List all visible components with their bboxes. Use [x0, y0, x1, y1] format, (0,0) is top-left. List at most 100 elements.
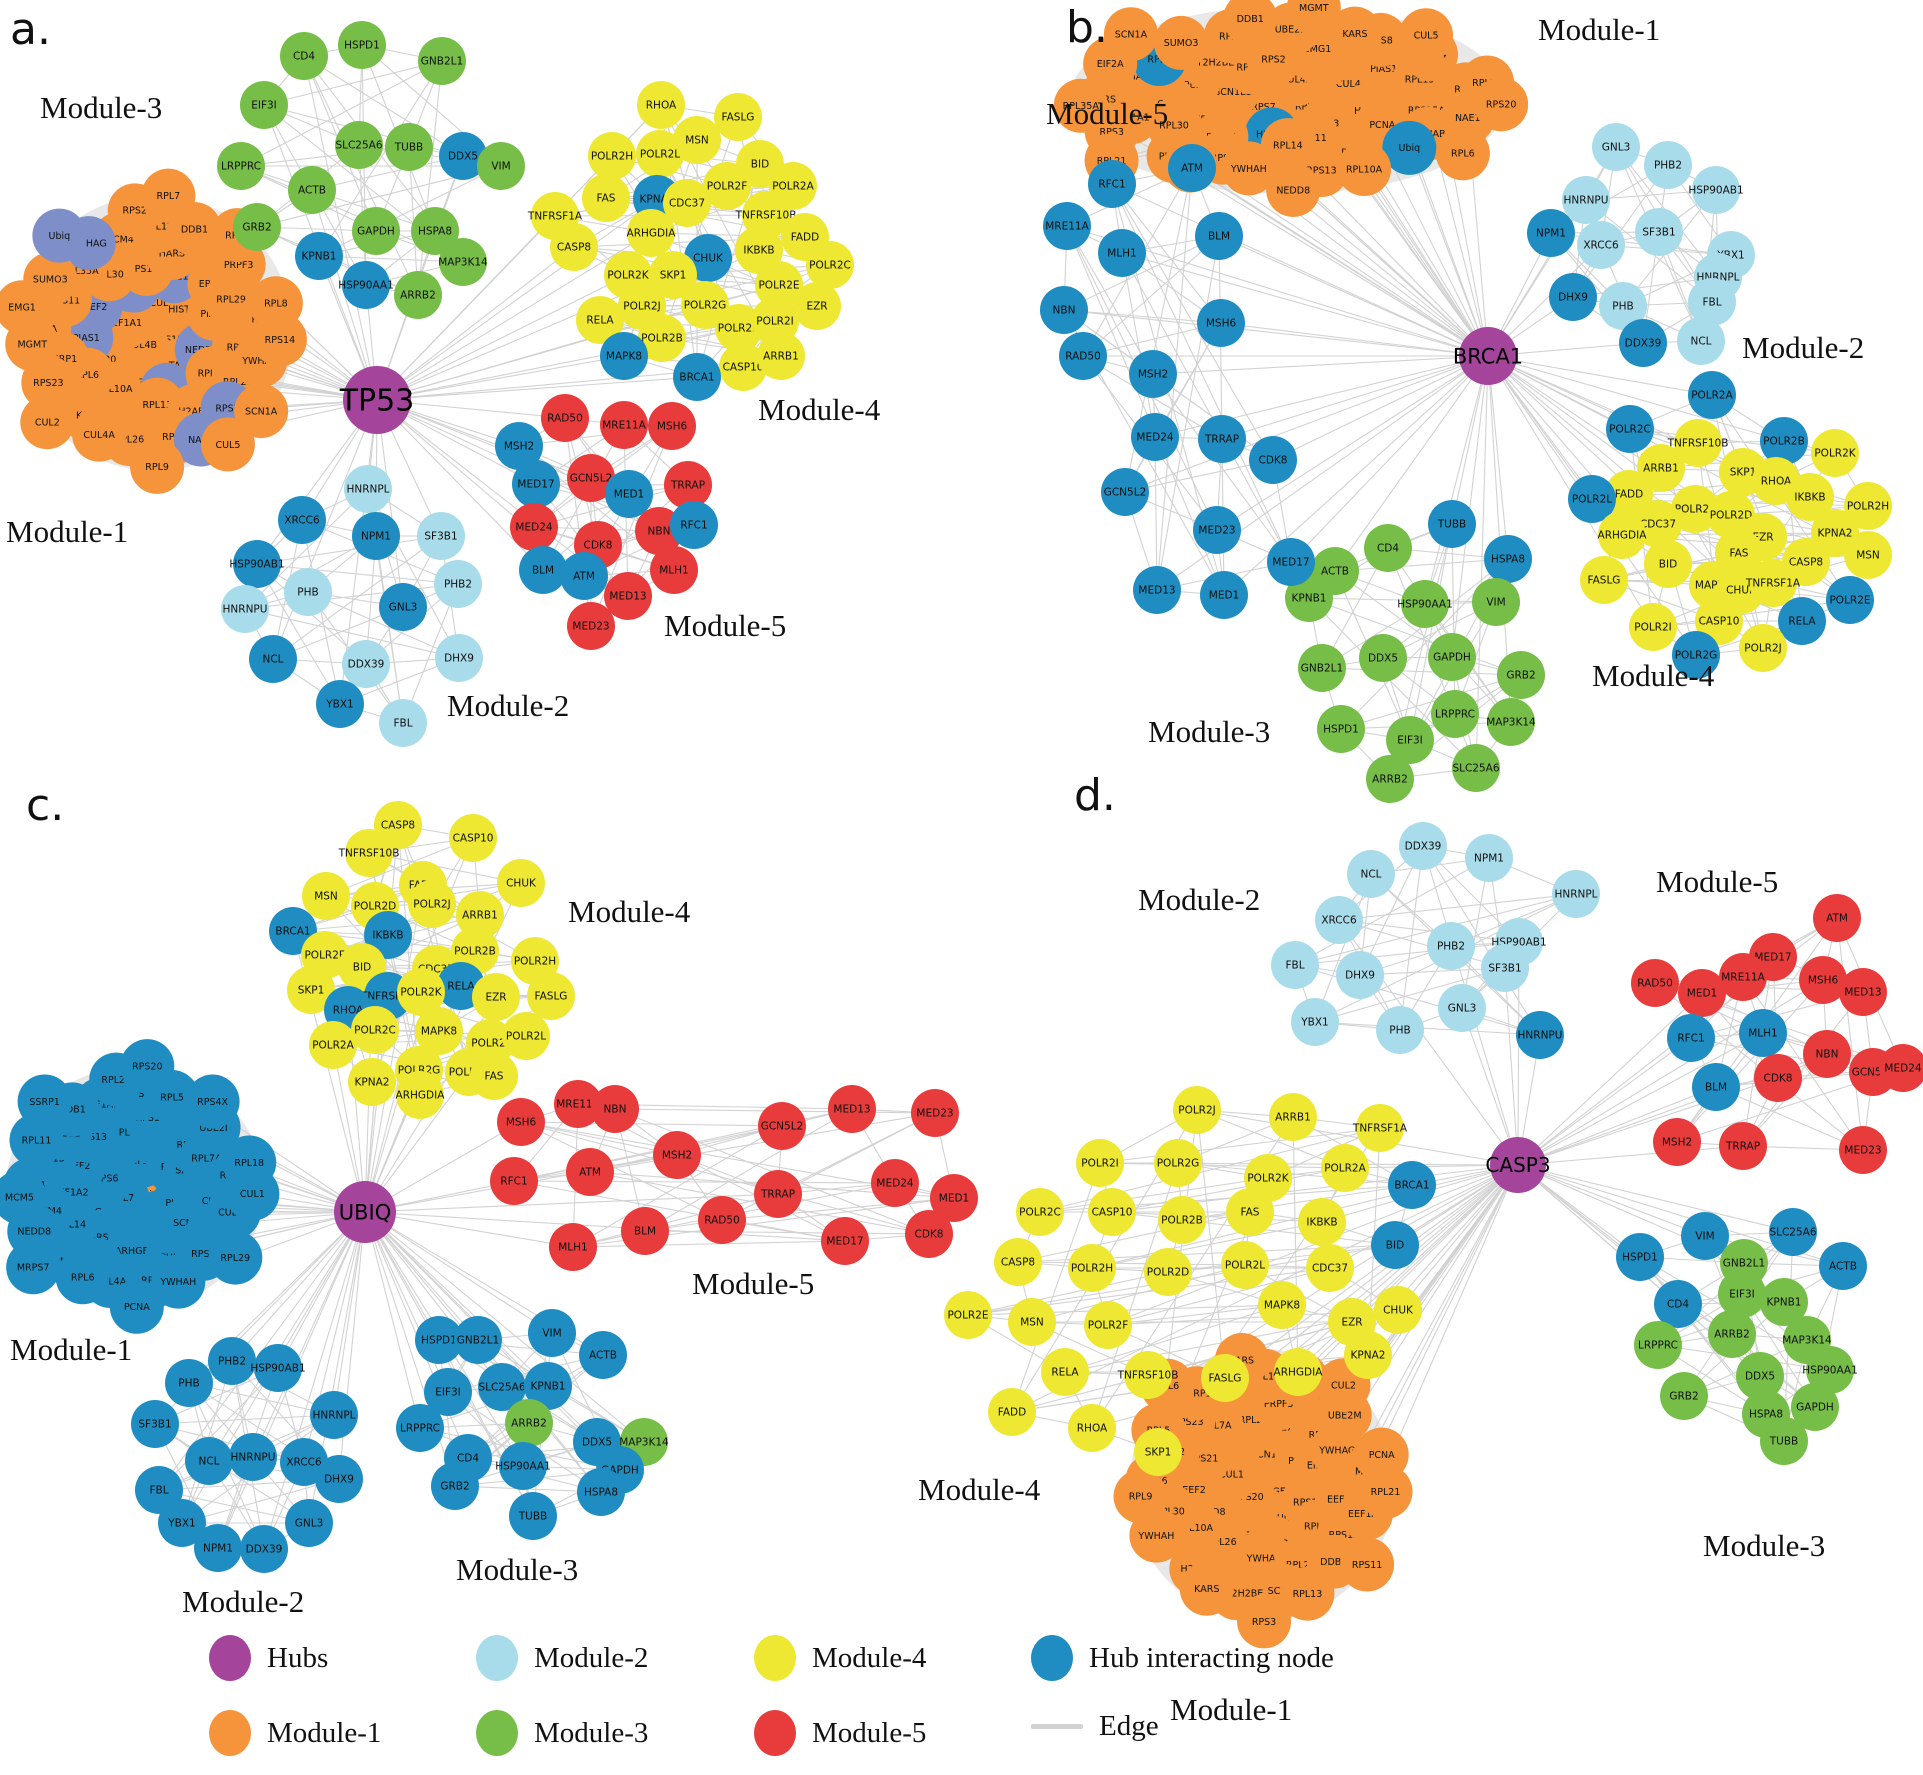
node-HSP90AA1: [342, 261, 390, 309]
node-NPM1: [194, 1524, 242, 1572]
node-MLH1: [549, 1223, 597, 1271]
node-BRCA1: [1388, 1161, 1436, 1209]
node-NEDD8: [1266, 162, 1321, 217]
edge: [256, 535, 442, 565]
panel-letter-b: b.: [1066, 2, 1108, 53]
node-YBX1: [158, 1499, 206, 1547]
node-GRB2: [431, 1462, 479, 1510]
node-SF3B1: [131, 1400, 179, 1448]
edge: [520, 1121, 930, 1235]
node-PCNA: [109, 1279, 164, 1334]
node-CHUK: [1374, 1286, 1422, 1334]
hub-node-TP53: [343, 366, 411, 434]
edge: [1011, 1162, 1101, 1413]
node-POLR2C: [351, 1006, 399, 1054]
edge: [1676, 979, 1824, 1143]
module1-swatch: [209, 1710, 251, 1756]
node-ARRB2: [394, 271, 442, 319]
node-POLR2G: [1154, 1139, 1202, 1187]
node-RELA: [1778, 597, 1826, 645]
node-RPS14: [252, 312, 307, 367]
edge: [1517, 992, 1703, 1166]
node-PHB: [1599, 282, 1647, 330]
edge: [1264, 1164, 1519, 1377]
node-POLR2E: [944, 1291, 992, 1339]
module-label-c-3: Module-3: [456, 1552, 579, 1587]
node-HSP90AB1: [254, 1344, 302, 1392]
edge: [967, 1271, 1169, 1316]
edge: [1107, 1164, 1519, 1326]
node-HSP90AB1: [1692, 166, 1740, 214]
edge: [1107, 1267, 1331, 1326]
edge: [1517, 1164, 1706, 1237]
node-FASLG: [1580, 556, 1628, 604]
edge: [1064, 1304, 1283, 1373]
node-CDK8: [905, 1210, 953, 1258]
node-POLR2C: [1606, 405, 1654, 453]
edge: [661, 116, 739, 339]
edge: [572, 1240, 846, 1248]
node-TNFRSF1A: [1356, 1104, 1404, 1152]
node-SLC25A6: [478, 1363, 526, 1411]
node-MSN: [1008, 1298, 1056, 1346]
node-MSH2: [495, 422, 543, 470]
node-POLR2J: [1173, 1086, 1221, 1134]
edge: [572, 1193, 779, 1248]
edge: [1742, 976, 1864, 1151]
edge: [256, 563, 459, 585]
node-POLR2I: [1076, 1139, 1124, 1187]
node-MED24: [1131, 413, 1179, 461]
node-CD4: [280, 32, 328, 80]
node-POLR2B: [638, 314, 686, 362]
edge: [1461, 857, 1490, 1009]
edge: [1363, 168, 1489, 357]
node-RELA: [1041, 1348, 1089, 1396]
edge: [158, 1367, 279, 1491]
edge: [520, 1121, 723, 1221]
node-KARS: [1179, 1561, 1234, 1616]
edge: [1408, 147, 1489, 357]
node-TNFRSF10B: [345, 829, 393, 877]
node-HNRNPL: [310, 1391, 358, 1439]
node-MED17: [1267, 538, 1315, 586]
edge: [1397, 1164, 1519, 1311]
panel-letter-d: d.: [1074, 770, 1116, 821]
node-MED13: [604, 572, 652, 620]
edge: [1290, 355, 1489, 563]
node-BLM: [1692, 1063, 1740, 1111]
node-NPM1: [1465, 834, 1513, 882]
node-MCM5: [0, 1170, 47, 1225]
node-YBX1: [316, 680, 364, 728]
edge: [1121, 252, 1489, 357]
node-HSPD1: [1317, 705, 1365, 753]
node-ACTB: [579, 1331, 627, 1379]
node-RPL6: [1435, 126, 1490, 181]
node-CD4: [1364, 524, 1412, 572]
node-PHB2: [1644, 141, 1692, 189]
node-MRE11A: [1043, 202, 1091, 250]
node-GAPDH: [1791, 1383, 1839, 1431]
node-LRPPRC: [396, 1404, 444, 1452]
module-label-b-1: Module-1: [1538, 12, 1661, 47]
node-MED13: [1839, 968, 1887, 1016]
edge: [318, 255, 464, 263]
node-SLC25A6: [1769, 1208, 1817, 1256]
edge: [368, 852, 522, 884]
node-TRRAP: [754, 1170, 802, 1218]
node-TRRAP: [1198, 415, 1246, 463]
legend-item-edge: Edge: [1031, 1710, 1159, 1743]
edge: [1121, 252, 1156, 438]
node-SLC25A6: [1452, 744, 1500, 792]
node-POLR2I: [1629, 603, 1677, 651]
node-ARRB2: [505, 1399, 553, 1447]
node-SCN1A: [234, 384, 289, 439]
node-FASLG: [1201, 1354, 1249, 1402]
module-label-b-4: Module-4: [1592, 658, 1715, 693]
node-EIF3I: [1718, 1270, 1766, 1318]
node-MED24: [1879, 1044, 1923, 1092]
node-CDK8: [1249, 436, 1297, 484]
module3-swatch: [476, 1710, 518, 1756]
node-RPL9: [1113, 1469, 1168, 1524]
edge: [376, 274, 629, 401]
legend-label: Module-4: [812, 1641, 927, 1674]
